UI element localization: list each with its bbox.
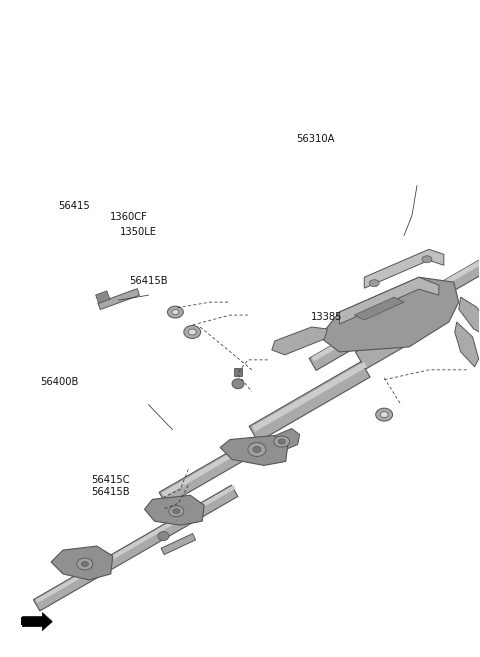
Bar xyxy=(309,224,480,371)
Polygon shape xyxy=(459,297,480,337)
Polygon shape xyxy=(320,277,459,352)
Ellipse shape xyxy=(168,306,183,318)
Text: 56310A: 56310A xyxy=(296,134,335,144)
Bar xyxy=(356,325,413,369)
Polygon shape xyxy=(51,546,113,580)
Polygon shape xyxy=(272,327,327,355)
Bar xyxy=(98,288,140,309)
Text: FR.: FR. xyxy=(21,616,41,627)
Ellipse shape xyxy=(278,439,285,444)
Text: 56400B: 56400B xyxy=(40,377,79,387)
Ellipse shape xyxy=(77,558,93,570)
Polygon shape xyxy=(339,277,439,324)
Bar xyxy=(36,485,236,603)
Polygon shape xyxy=(220,436,288,465)
Ellipse shape xyxy=(184,325,201,338)
Ellipse shape xyxy=(173,509,180,514)
Text: 56415B: 56415B xyxy=(91,487,130,497)
Bar xyxy=(252,362,367,432)
Bar xyxy=(161,533,195,555)
Ellipse shape xyxy=(172,309,179,315)
Text: 1360CF: 1360CF xyxy=(110,212,148,222)
Bar xyxy=(249,361,370,442)
Polygon shape xyxy=(23,612,52,631)
Ellipse shape xyxy=(232,379,244,389)
Polygon shape xyxy=(364,250,444,288)
Text: 56415B: 56415B xyxy=(129,277,168,286)
Text: 56415: 56415 xyxy=(58,200,89,210)
Ellipse shape xyxy=(188,329,196,335)
Ellipse shape xyxy=(422,256,432,263)
Bar xyxy=(33,486,238,611)
Bar xyxy=(162,438,259,497)
Polygon shape xyxy=(354,297,404,320)
Bar xyxy=(96,291,110,304)
Bar xyxy=(234,368,242,376)
Ellipse shape xyxy=(169,506,184,516)
Bar xyxy=(159,438,261,505)
Polygon shape xyxy=(144,495,204,525)
Ellipse shape xyxy=(158,532,169,541)
Text: 13385: 13385 xyxy=(311,311,342,322)
Bar xyxy=(312,223,480,361)
Text: 1350LE: 1350LE xyxy=(120,227,157,237)
Ellipse shape xyxy=(376,408,393,421)
Polygon shape xyxy=(455,322,479,367)
Ellipse shape xyxy=(253,447,261,453)
Polygon shape xyxy=(264,428,300,455)
Ellipse shape xyxy=(274,436,290,447)
Ellipse shape xyxy=(248,443,266,457)
Ellipse shape xyxy=(380,412,388,418)
Ellipse shape xyxy=(82,562,88,566)
Text: 56415C: 56415C xyxy=(91,475,130,486)
Ellipse shape xyxy=(369,280,379,286)
